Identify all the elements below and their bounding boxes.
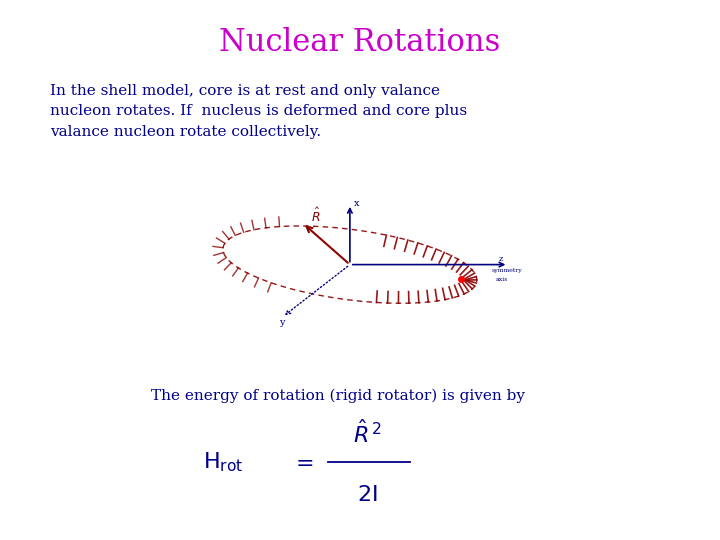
Text: x: x — [354, 199, 359, 208]
Text: $\hat{R}$: $\hat{R}$ — [311, 207, 320, 225]
Text: y: y — [279, 318, 284, 327]
Text: $\mathrm{H}_{\mathrm{rot}}$: $\mathrm{H}_{\mathrm{rot}}$ — [203, 450, 243, 474]
Text: In the shell model, core is at rest and only valance
nucleon rotates. If  nucleu: In the shell model, core is at rest and … — [50, 84, 467, 139]
Text: z: z — [498, 255, 503, 263]
Text: symmetry: symmetry — [492, 268, 522, 273]
Text: $\hat{R}^{\,2}$: $\hat{R}^{\,2}$ — [353, 420, 382, 448]
Text: Nuclear Rotations: Nuclear Rotations — [220, 27, 500, 58]
Text: $=$: $=$ — [291, 451, 314, 473]
Text: $2\mathrm{I}$: $2\mathrm{I}$ — [357, 484, 377, 505]
Text: The energy of rotation (rigid rotator) is given by: The energy of rotation (rigid rotator) i… — [151, 389, 526, 403]
Text: axis: axis — [495, 277, 508, 282]
